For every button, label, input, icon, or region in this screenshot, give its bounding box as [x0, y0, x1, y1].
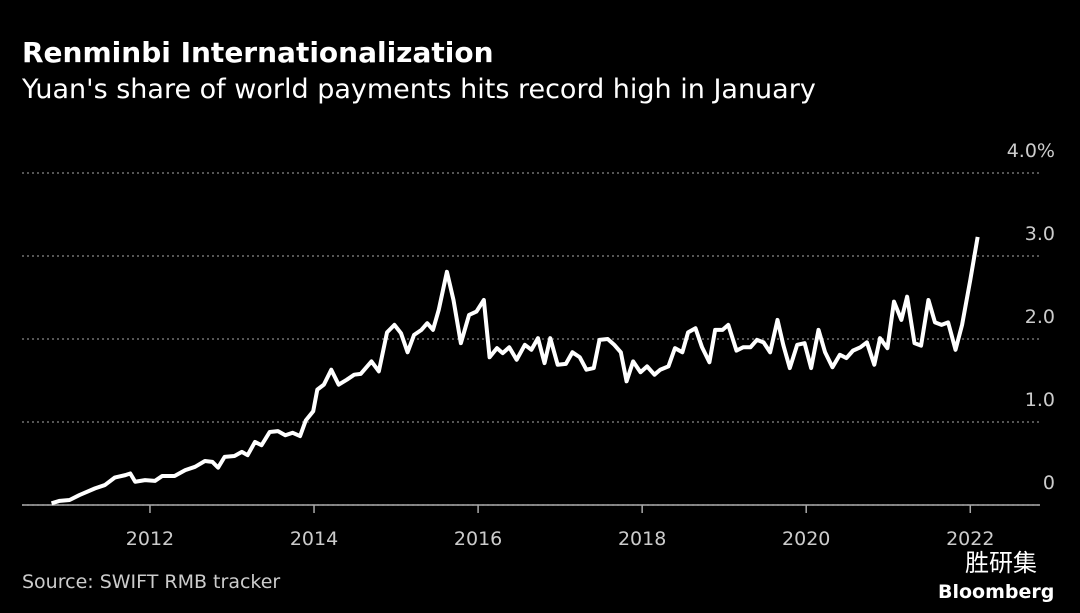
- source: Source: SWIFT RMB tracker: [22, 571, 280, 593]
- y-tick-label: 3.0: [1025, 223, 1055, 245]
- x-tick-label: 2012: [126, 528, 174, 550]
- line-series: [50, 236, 980, 506]
- y-tick-label: 4.0%: [1007, 140, 1055, 162]
- x-tick-label: 2018: [618, 528, 666, 550]
- chart-subtitle: Yuan's share of world payments hits reco…: [21, 74, 816, 105]
- x-tick-label: 2014: [290, 528, 338, 550]
- x-tick-label: 2016: [454, 528, 502, 550]
- x-tick-label: 2022: [946, 528, 994, 550]
- x-tick-label: 2020: [782, 528, 830, 550]
- y-tick-label: 0: [1043, 472, 1055, 494]
- brand: Bloomberg: [938, 581, 1054, 603]
- watermark: 胜研集: [965, 549, 1037, 577]
- y-tick-label: 2.0: [1025, 306, 1055, 328]
- y-tick-label: 1.0: [1025, 389, 1055, 411]
- chart-title: Renminbi Internationalization: [22, 36, 494, 69]
